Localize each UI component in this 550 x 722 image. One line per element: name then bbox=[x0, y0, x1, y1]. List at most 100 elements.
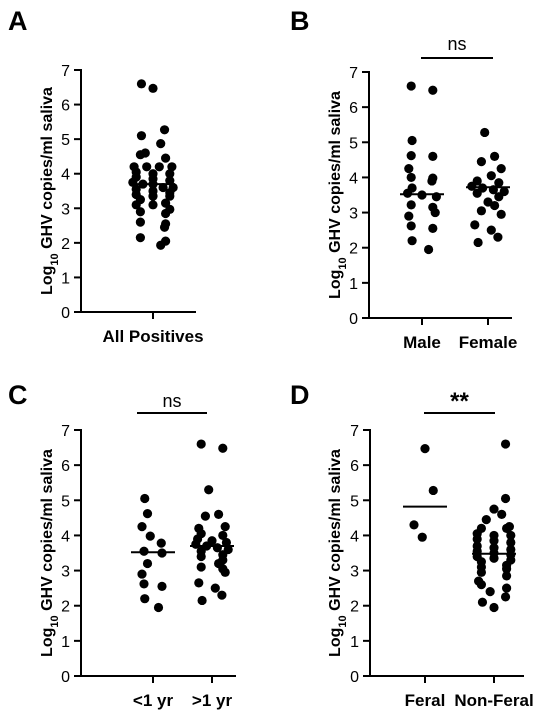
data-point bbox=[406, 81, 416, 91]
data-point bbox=[428, 223, 438, 233]
data-point bbox=[409, 520, 419, 530]
significance-label: ns bbox=[447, 34, 466, 54]
data-point bbox=[218, 530, 228, 541]
data-point bbox=[500, 592, 511, 602]
data-point bbox=[167, 162, 177, 172]
y-tick-label: 0 bbox=[61, 669, 70, 686]
data-point bbox=[504, 522, 514, 532]
data-point bbox=[207, 536, 217, 546]
y-tick-label: 7 bbox=[350, 423, 359, 440]
x-category-label: All Positives bbox=[102, 327, 203, 346]
data-point bbox=[218, 443, 228, 453]
panel-c: C 0 1 2 3 4 5 6 7 <1 yr >1 yr Log10 GHV copies/ml s… bbox=[8, 380, 236, 710]
data-point bbox=[200, 511, 210, 521]
data-point bbox=[196, 439, 206, 449]
data-point bbox=[129, 162, 139, 172]
x-category-label: Feral bbox=[405, 691, 446, 710]
data-point bbox=[406, 200, 416, 210]
data-point bbox=[470, 220, 480, 230]
panel-b: B 0 1 2 3 4 5 6 7 Male Female Log10 GHV copies/ml s… bbox=[290, 6, 517, 352]
data-point bbox=[407, 183, 417, 193]
y-tick-label: 6 bbox=[61, 458, 70, 475]
y-tick-label: 4 bbox=[350, 528, 359, 545]
panel-a: A 0 1 2 3 4 5 6 7 All Positives Log10 GHV copies/m… bbox=[8, 6, 204, 346]
data-point bbox=[506, 530, 516, 541]
y-tick-label: 5 bbox=[350, 493, 359, 510]
panel-d: D 0 1 2 3 4 5 6 7 Feral Non-Feral Log10 GHV copies/… bbox=[290, 380, 534, 710]
data-point bbox=[148, 169, 158, 179]
y-tick-label: 3 bbox=[349, 206, 358, 223]
data-point bbox=[500, 439, 511, 449]
data-point bbox=[497, 509, 507, 519]
x-category-label: <1 yr bbox=[133, 691, 174, 710]
data-point bbox=[137, 522, 147, 532]
data-point bbox=[214, 509, 224, 519]
y-tick-label: 1 bbox=[349, 276, 358, 293]
data-point bbox=[217, 590, 227, 600]
y-axis-label: Log10 GHV copies/ml saliva bbox=[39, 87, 61, 295]
x-category-label: Female bbox=[459, 333, 518, 352]
y-tick-label: 3 bbox=[61, 564, 70, 581]
y-tick-label: 3 bbox=[61, 201, 70, 218]
data-point bbox=[489, 602, 499, 613]
data-point bbox=[204, 485, 214, 495]
data-point bbox=[158, 182, 168, 193]
y-tick-label: 7 bbox=[61, 423, 70, 440]
data-point bbox=[480, 127, 490, 138]
data-point bbox=[428, 151, 438, 161]
data-point bbox=[156, 538, 166, 548]
data-point bbox=[136, 79, 147, 89]
y-tick-label: 5 bbox=[61, 493, 70, 510]
y-tick-label: 2 bbox=[349, 241, 358, 258]
data-point bbox=[161, 219, 171, 229]
data-point bbox=[139, 546, 149, 556]
panel-letter: D bbox=[290, 380, 310, 410]
y-tick-label: 3 bbox=[350, 564, 359, 581]
data-point bbox=[161, 236, 171, 246]
data-point bbox=[136, 131, 147, 141]
data-point bbox=[159, 125, 170, 135]
data-point bbox=[142, 558, 153, 569]
data-point bbox=[499, 186, 509, 197]
y-tick-label: 6 bbox=[349, 100, 358, 117]
data-point bbox=[406, 221, 416, 231]
data-point bbox=[137, 569, 147, 579]
y-tick-label: 7 bbox=[61, 63, 70, 80]
data-point bbox=[223, 544, 233, 555]
data-point bbox=[145, 531, 155, 541]
data-point bbox=[489, 543, 499, 553]
data-point bbox=[140, 148, 150, 158]
data-point bbox=[472, 541, 482, 551]
y-tick-label: 5 bbox=[349, 135, 358, 152]
data-point bbox=[428, 173, 438, 183]
data-point bbox=[428, 85, 438, 95]
significance-label: ** bbox=[450, 388, 469, 415]
data-point bbox=[142, 509, 153, 519]
x-category-label: Non-Feral bbox=[454, 691, 533, 710]
data-point bbox=[140, 493, 150, 504]
data-point bbox=[131, 184, 141, 194]
data-point bbox=[476, 157, 486, 167]
data-point bbox=[493, 232, 503, 242]
y-tick-label: 5 bbox=[61, 132, 70, 149]
data-point bbox=[135, 207, 145, 217]
data-point bbox=[161, 153, 171, 163]
y-tick-label: 2 bbox=[61, 599, 70, 616]
data-point bbox=[502, 571, 512, 581]
data-point bbox=[194, 578, 204, 588]
y-tick-label: 4 bbox=[61, 528, 70, 545]
data-point bbox=[477, 597, 488, 607]
data-point bbox=[407, 135, 417, 146]
data-point bbox=[220, 522, 230, 532]
data-point bbox=[404, 164, 414, 174]
data-point bbox=[496, 209, 506, 219]
y-tick-label: 7 bbox=[349, 65, 358, 82]
data-point bbox=[407, 236, 417, 246]
x-category-label: >1 yr bbox=[192, 691, 233, 710]
data-point bbox=[494, 178, 504, 188]
data-point bbox=[165, 169, 175, 179]
data-point bbox=[156, 139, 166, 149]
y-tick-label: 0 bbox=[350, 669, 359, 686]
y-tick-label: 4 bbox=[61, 167, 70, 184]
data-point bbox=[486, 225, 496, 235]
